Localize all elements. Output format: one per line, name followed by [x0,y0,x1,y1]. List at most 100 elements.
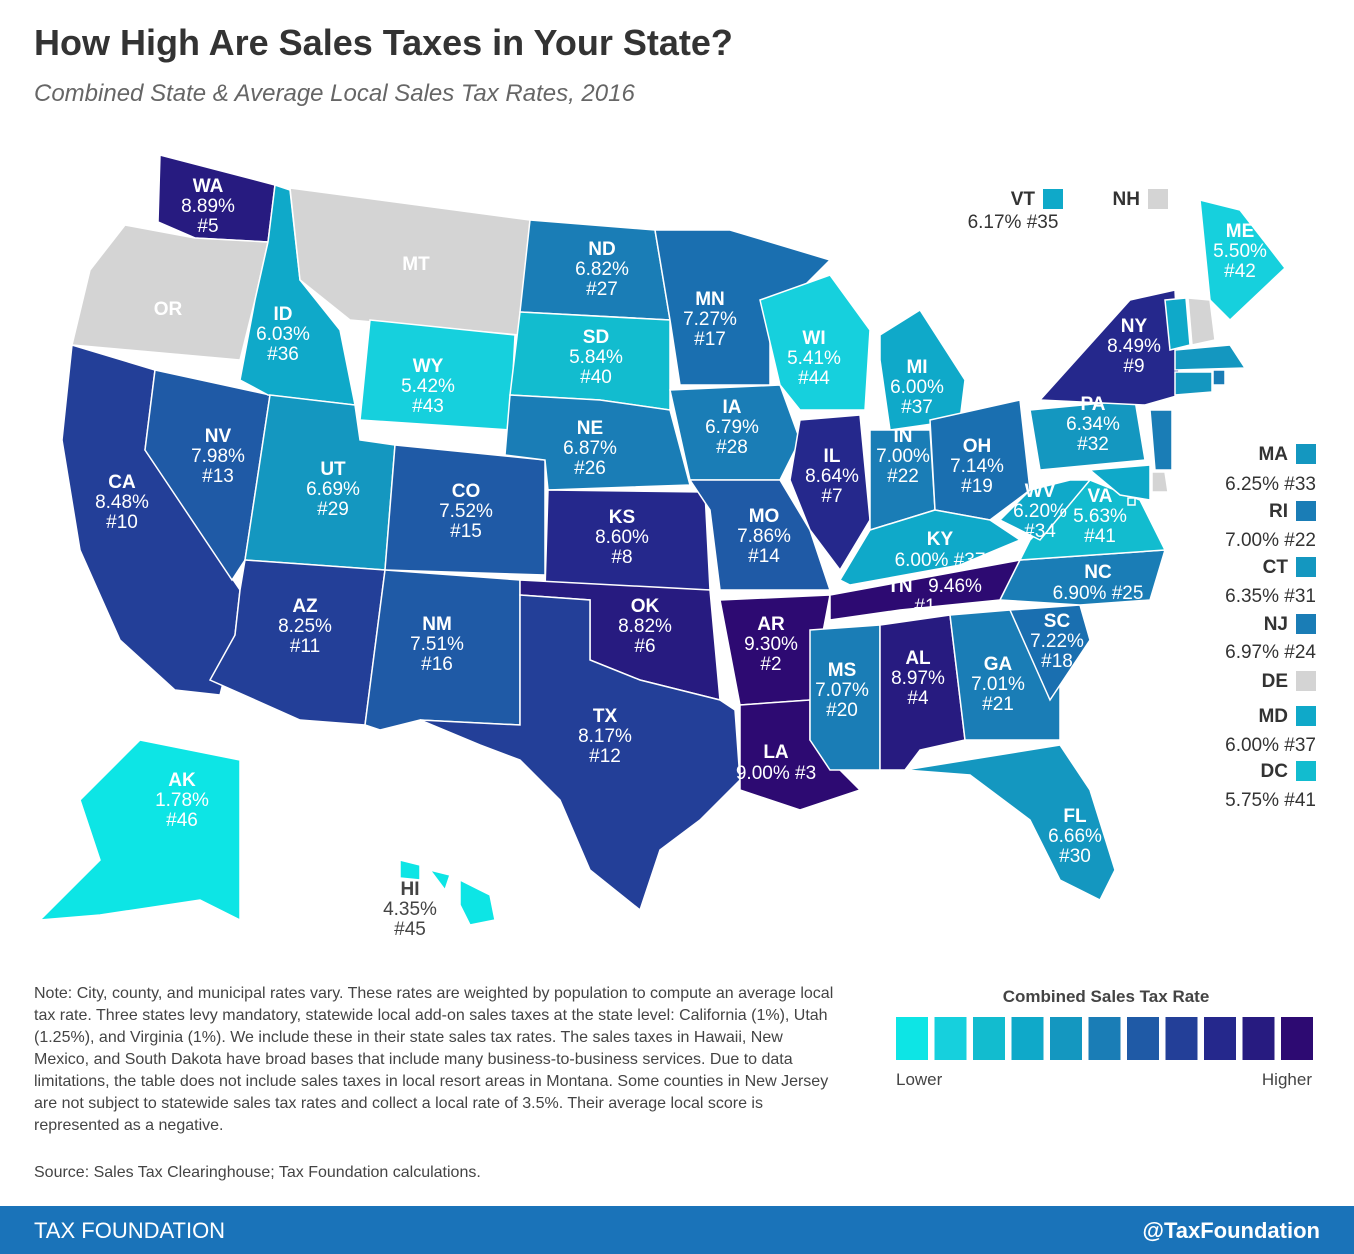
state-rank: #8 [611,547,632,568]
state-swatch [1043,189,1063,209]
state-abbr: NE [577,418,603,439]
state-abbr: LA [763,742,789,763]
state-abbr: WY [413,356,444,377]
state-abbr: AK [168,770,196,791]
state-rate: 9.00% [736,763,790,784]
state-rate: 7.00% [1225,530,1279,551]
state-shape [789,414,871,572]
subtitle: Combined State & Average Local Sales Tax… [34,80,635,107]
state-rate: 6.35% [1225,586,1279,607]
state-abbr: IA [723,397,742,418]
state-rate: 7.22% [1030,631,1084,652]
map: WA8.89%#5ORCA8.48%#10NV7.98%#13ID6.03%#3… [38,154,1316,1089]
state-abbr: NH [1113,189,1140,210]
state-rank: #41 [1084,526,1116,547]
state-rate: 6.20% [1013,501,1067,522]
state-rate: 8.49% [1107,336,1161,357]
state-rate: 7.01% [971,674,1025,695]
state-abbr: VT [1011,189,1036,210]
state-abbr: MI [906,357,927,378]
state-rate: 6.82% [575,259,629,280]
legend-swatch [973,1017,1005,1060]
state-rank: #9 [1123,356,1144,377]
state-shape [38,739,241,922]
footer: TAX FOUNDATION @TaxFoundation [0,1206,1354,1254]
state-rate: 7.86% [737,526,791,547]
legend-low: Lower [896,1070,943,1089]
state-abbr: MO [749,506,780,527]
state-rank: #27 [586,279,618,300]
state-abbr: OH [963,436,992,457]
state-abbr: NY [1121,316,1148,337]
state-abbr: AL [905,648,931,669]
state-rate: 6.25% [1225,474,1279,495]
state-abbr: GA [984,654,1013,675]
state-rank: #20 [826,700,858,721]
state-swatch [1296,761,1316,781]
state-rate: 8.97% [891,668,945,689]
state-abbr: PA [1081,394,1106,415]
state-abbr: OK [631,596,660,617]
state-abbr: KY [927,529,954,550]
state-rank: #12 [589,746,621,767]
state-swatch [1296,614,1316,634]
state-rate: 8.64% [805,466,859,487]
state-abbr: IL [824,446,841,467]
legend-swatch [1050,1017,1082,1060]
state-shape [1199,199,1287,322]
state-rank: #46 [166,810,198,831]
state-rate: 6.00% [895,550,949,571]
state-shape [1212,369,1226,386]
state-rate: 1.78% [155,790,209,811]
state-rank: #31 [1284,586,1316,607]
state-rank: #21 [982,694,1014,715]
state-rank: #16 [421,654,453,675]
state-rate: 6.00% [1225,735,1279,756]
state-shape [1151,471,1169,493]
state-rate: 5.42% [401,376,455,397]
state-abbr: NM [422,614,452,635]
state-rank: #40 [580,367,612,388]
state-rank: #41 [1284,790,1316,811]
state-abbr: SC [1044,611,1071,632]
state-rate: 6.17% [968,212,1022,233]
state-rank: #18 [1041,651,1073,672]
state-swatch [1296,671,1316,691]
state-rank: #3 [795,763,816,784]
state-abbr: VA [1088,486,1113,507]
state-abbr: TX [593,706,618,727]
state-rate: 7.52% [439,501,493,522]
state-abbr: SD [583,327,609,348]
state-abbr: KS [609,507,635,528]
state-swatch [1148,189,1168,209]
state-rank: #37 [954,550,986,571]
state-shape [929,399,1031,521]
state-abbr: FL [1063,806,1087,827]
legend-swatch [1242,1017,1275,1060]
state-rank: #7 [821,486,842,507]
state-rate-rank: 6.17% #35 [968,212,1059,233]
state-shape [838,509,1022,586]
state-rate: 6.79% [705,417,759,438]
state-abbr: CT [1263,557,1289,578]
state-rank: #17 [694,329,726,350]
state-abbr: CO [452,481,481,502]
state-shape [399,859,496,926]
state-swatch [1296,444,1316,464]
state-rate-rank: 5.75% #41 [1225,790,1316,811]
state-rate: 6.87% [563,438,617,459]
state-rate: 7.98% [191,446,245,467]
state-rate-rank: 7.00% #22 [1225,530,1316,551]
state-rate: 8.82% [618,616,672,637]
state-rank: #24 [1284,642,1316,663]
legend-swatch [1165,1017,1198,1060]
state-abbr: ND [588,239,615,260]
state-rank: #36 [267,344,299,365]
state-rate: 6.66% [1048,826,1102,847]
state-shape [1187,297,1216,346]
legend-swatch [1204,1017,1236,1060]
state-rate: 5.63% [1073,506,1127,527]
state-rank: #45 [394,919,426,940]
state-abbr: DE [1262,671,1288,692]
